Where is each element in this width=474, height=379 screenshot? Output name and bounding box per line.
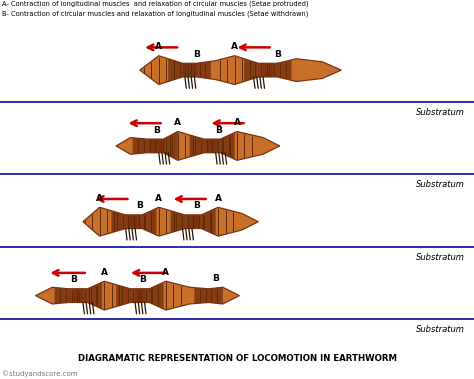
Polygon shape bbox=[263, 60, 292, 80]
Polygon shape bbox=[168, 59, 197, 81]
Polygon shape bbox=[187, 208, 216, 235]
Polygon shape bbox=[111, 211, 140, 233]
Text: Substratum: Substratum bbox=[416, 108, 465, 117]
Text: A: A bbox=[155, 194, 162, 203]
Text: B: B bbox=[216, 125, 222, 135]
Text: A: A bbox=[231, 42, 238, 51]
Polygon shape bbox=[140, 56, 341, 85]
Text: B: B bbox=[153, 125, 160, 135]
Text: Substratum: Substratum bbox=[416, 253, 465, 262]
Text: A: A bbox=[174, 118, 181, 127]
Polygon shape bbox=[171, 211, 199, 233]
Text: A: A bbox=[101, 268, 108, 277]
Text: B: B bbox=[193, 50, 200, 59]
Text: B- Contraction of circular muscles and relaxation of longitudinal muscles (Setae: B- Contraction of circular muscles and r… bbox=[2, 11, 309, 17]
Polygon shape bbox=[149, 132, 178, 160]
Text: Substratum: Substratum bbox=[416, 325, 465, 334]
Polygon shape bbox=[206, 133, 235, 159]
Text: B: B bbox=[212, 274, 219, 283]
Polygon shape bbox=[128, 208, 156, 235]
Text: A: A bbox=[215, 194, 221, 203]
Polygon shape bbox=[190, 135, 218, 157]
Polygon shape bbox=[244, 59, 273, 81]
Text: A: A bbox=[96, 194, 103, 203]
Polygon shape bbox=[135, 282, 164, 309]
Polygon shape bbox=[116, 285, 145, 307]
Polygon shape bbox=[55, 288, 83, 304]
Polygon shape bbox=[182, 61, 211, 79]
Text: DIAGRAMATIC REPRESENTATION OF LOCOMOTION IN EARTHWORM: DIAGRAMATIC REPRESENTATION OF LOCOMOTION… bbox=[78, 354, 396, 363]
Text: A: A bbox=[234, 118, 240, 127]
Text: A: A bbox=[163, 268, 169, 277]
Text: B: B bbox=[139, 275, 146, 284]
Polygon shape bbox=[194, 287, 223, 304]
Polygon shape bbox=[116, 132, 280, 160]
Text: B: B bbox=[274, 50, 281, 59]
Text: B: B bbox=[70, 275, 77, 284]
Text: A- Contraction of longitudinal muscles  and relaxation of circular muscles (Seta: A- Contraction of longitudinal muscles a… bbox=[2, 1, 309, 7]
Text: B: B bbox=[137, 201, 143, 210]
Polygon shape bbox=[83, 207, 258, 236]
Polygon shape bbox=[73, 282, 102, 309]
Text: B: B bbox=[193, 201, 200, 210]
Polygon shape bbox=[36, 281, 239, 310]
Text: Substratum: Substratum bbox=[416, 180, 465, 189]
Text: A: A bbox=[155, 42, 162, 51]
Polygon shape bbox=[133, 138, 161, 154]
Text: ©studyandscore.com: ©studyandscore.com bbox=[2, 370, 78, 377]
